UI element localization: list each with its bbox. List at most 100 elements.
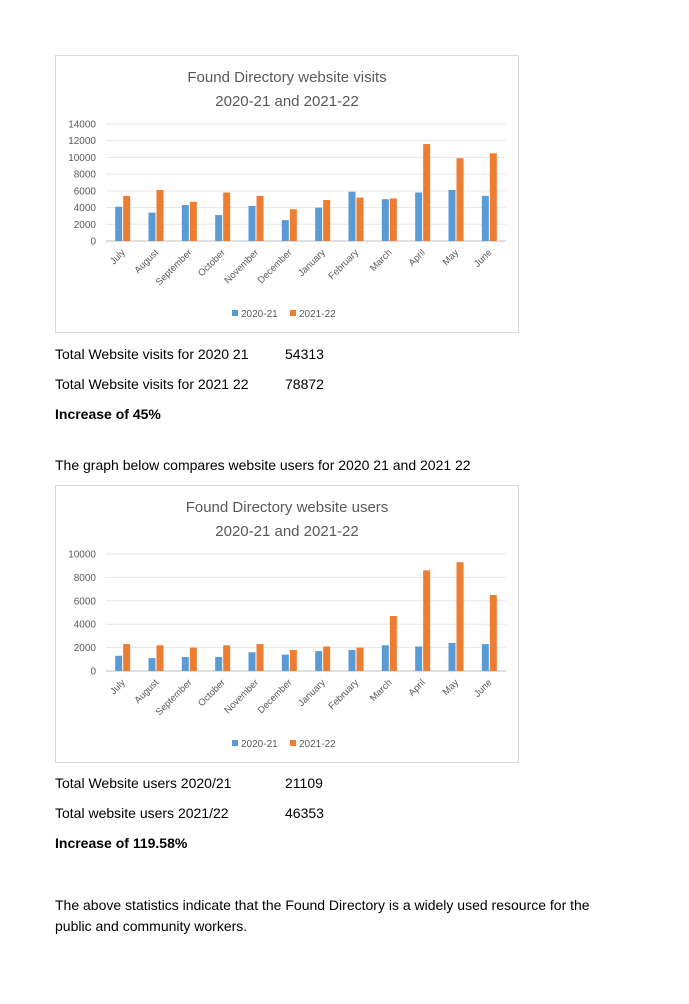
x-tick-label: August xyxy=(132,247,161,276)
legend-label: 2020-21 xyxy=(241,739,278,750)
bar-2021-22-june xyxy=(489,594,497,671)
x-tick-label: March xyxy=(368,677,394,703)
stat-label: Total Website users 2020/21 xyxy=(55,775,232,791)
stat-label: Total Website visits for 2021 22 xyxy=(55,376,249,392)
legend-swatch xyxy=(290,740,296,746)
bar-2020-21-december xyxy=(281,654,289,671)
bar-2021-22-june xyxy=(489,153,497,241)
bar-2020-21-october xyxy=(215,656,223,671)
bar-2020-21-july xyxy=(115,206,123,241)
bar-2020-21-january xyxy=(315,207,323,241)
bar-2021-22-september xyxy=(189,647,197,671)
bar-2021-22-july xyxy=(123,644,131,671)
chart-svg: Found Directory website users 2020-21 and… xyxy=(68,499,506,750)
bar-2021-22-november xyxy=(256,195,264,241)
users-increase: Increase of 119.58% xyxy=(55,835,188,851)
legend-swatch xyxy=(290,310,296,316)
users-total-2020-21: Total Website users 2020/21 21109 xyxy=(55,775,323,791)
x-tick-label: October xyxy=(196,677,228,709)
x-tick-label: February xyxy=(326,677,361,712)
y-tick-label: 14000 xyxy=(68,120,96,131)
x-tick-label: June xyxy=(472,677,494,699)
bar-2021-22-september xyxy=(189,201,197,241)
x-tick-label: February xyxy=(326,247,361,282)
bar-2021-22-april xyxy=(423,144,431,241)
y-tick-label: 6000 xyxy=(74,186,97,197)
x-tick-label: April xyxy=(407,677,428,698)
visits-increase: Increase of 45% xyxy=(55,406,161,422)
bar-2021-22-february xyxy=(356,647,364,671)
chart-subtitle: 2020-21 and 2021-22 xyxy=(215,523,358,540)
bar-2021-22-may xyxy=(456,158,464,241)
stat-value: 46353 xyxy=(285,805,324,821)
bar-2020-21-august xyxy=(148,658,156,671)
stat-label: Total website users 2021/22 xyxy=(55,805,229,821)
stat-label: Total Website visits for 2020 21 xyxy=(55,346,249,362)
x-tick-label: May xyxy=(441,677,462,698)
bar-2021-22-january xyxy=(323,646,331,671)
x-tick-label: April xyxy=(407,247,428,268)
visits-chart: Found Directory website visits 2020-21 an… xyxy=(55,55,519,333)
bar-2020-21-may xyxy=(448,190,456,241)
users-intro-text: The graph below compares website users f… xyxy=(55,457,471,473)
bar-2021-22-march xyxy=(389,198,397,241)
bar-2021-22-december xyxy=(289,209,297,241)
legend-label: 2021-22 xyxy=(299,309,336,320)
conclusion-text: The above statistics indicate that the F… xyxy=(55,897,590,934)
stat-value: 54313 xyxy=(285,346,324,362)
x-tick-label: January xyxy=(296,677,328,709)
bar-2021-22-january xyxy=(323,200,331,241)
x-tick-label: March xyxy=(368,247,394,273)
x-tick-label: September xyxy=(154,247,195,288)
bar-2021-22-december xyxy=(289,649,297,671)
chart-title: Found Directory website visits xyxy=(187,69,386,86)
x-tick-label: December xyxy=(256,247,295,286)
bar-2020-21-november xyxy=(248,205,256,241)
bar-2020-21-july xyxy=(115,655,123,671)
x-tick-label: July xyxy=(108,677,128,697)
legend-swatch xyxy=(232,310,238,316)
x-tick-label: May xyxy=(441,247,462,268)
y-tick-label: 0 xyxy=(90,667,96,678)
y-tick-label: 10000 xyxy=(68,550,96,561)
y-tick-label: 10000 xyxy=(68,153,96,164)
visits-total-2021-22: Total Website visits for 2021 22 78872 xyxy=(55,376,324,392)
legend-label: 2021-22 xyxy=(299,739,336,750)
bar-2020-21-february xyxy=(348,191,356,241)
x-tick-label: January xyxy=(296,247,328,279)
legend-swatch xyxy=(232,740,238,746)
x-tick-label: December xyxy=(256,677,295,716)
x-tick-label: September xyxy=(154,677,195,718)
bar-2020-21-january xyxy=(315,651,323,671)
y-tick-label: 6000 xyxy=(74,596,97,607)
bar-2020-21-june xyxy=(481,195,489,241)
bar-2020-21-may xyxy=(448,642,456,671)
users-total-2021-22: Total website users 2021/22 46353 xyxy=(55,805,324,821)
visits-total-2020-21: Total Website visits for 2020 21 54313 xyxy=(55,346,324,362)
bar-2020-21-april xyxy=(415,646,423,671)
y-tick-label: 8000 xyxy=(74,170,97,181)
bar-2020-21-september xyxy=(181,205,189,241)
bar-2021-22-august xyxy=(156,645,164,671)
bar-2020-21-september xyxy=(181,656,189,671)
bar-2020-21-june xyxy=(481,644,489,671)
x-tick-label: November xyxy=(222,677,261,716)
legend-label: 2020-21 xyxy=(241,309,278,320)
y-tick-label: 12000 xyxy=(68,136,96,147)
bar-2021-22-march xyxy=(389,616,397,671)
y-tick-label: 8000 xyxy=(74,573,97,584)
chart-svg: Found Directory website visits 2020-21 an… xyxy=(68,69,506,320)
x-tick-label: July xyxy=(108,247,128,267)
y-tick-label: 0 xyxy=(90,237,96,248)
bar-2020-21-march xyxy=(381,645,389,671)
y-tick-label: 4000 xyxy=(74,203,97,214)
y-tick-label: 4000 xyxy=(74,620,97,631)
bar-2020-21-november xyxy=(248,652,256,671)
bar-2021-22-october xyxy=(223,645,231,671)
x-tick-label: August xyxy=(132,677,161,706)
bar-2021-22-february xyxy=(356,197,364,241)
x-tick-label: June xyxy=(472,247,494,269)
chart-title: Found Directory website users xyxy=(186,499,389,516)
bar-2021-22-october xyxy=(223,192,231,241)
bar-2020-21-february xyxy=(348,649,356,671)
